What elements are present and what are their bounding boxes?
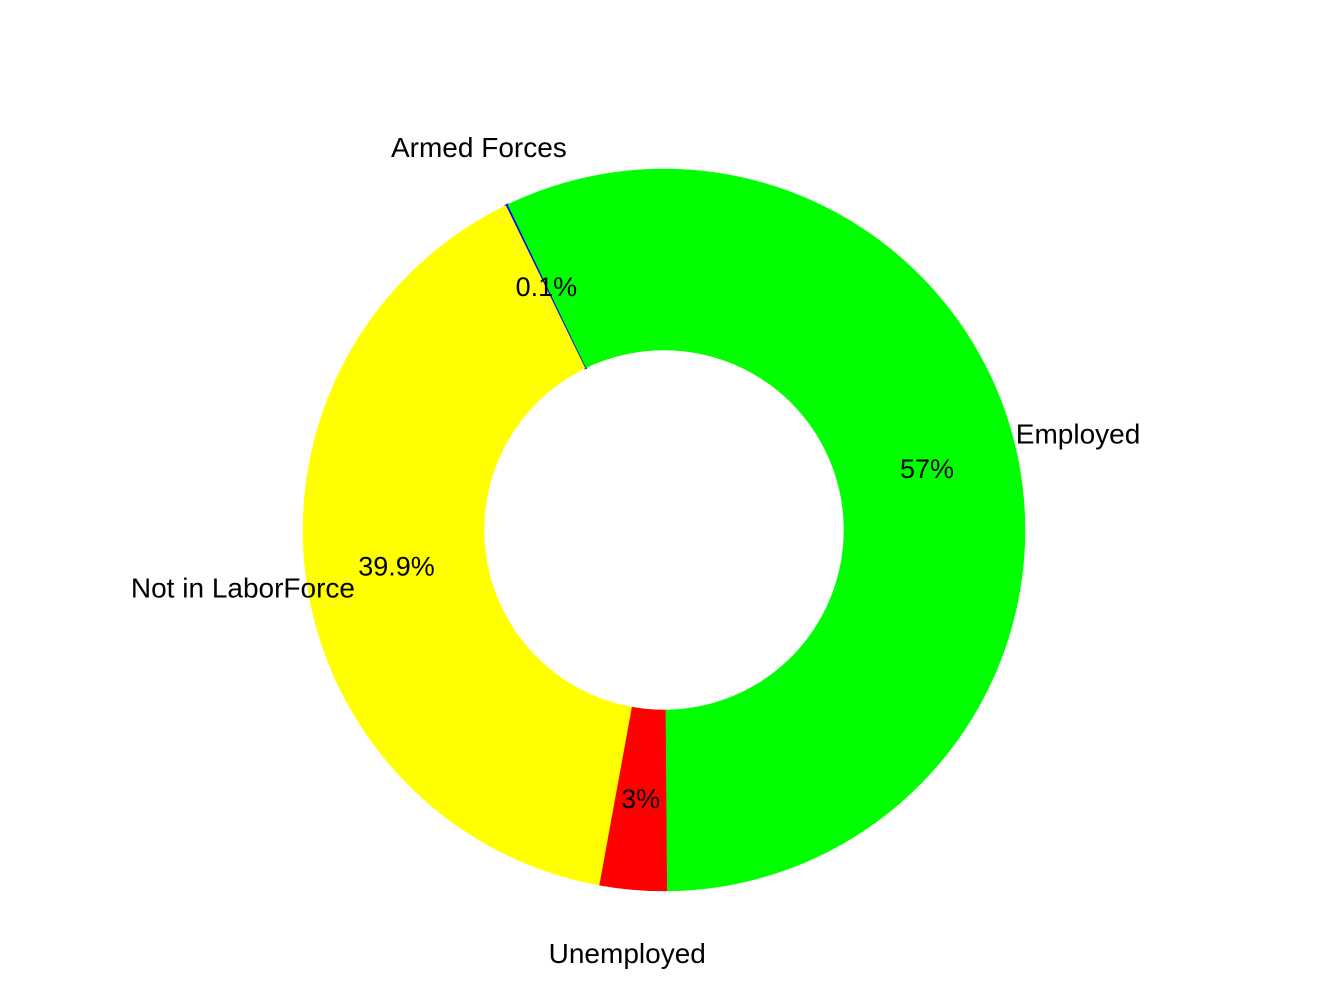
percent-label-not-in-laborforce: 39.9%	[358, 552, 435, 582]
percent-label-employed: 57%	[900, 454, 954, 484]
percent-label-unemployed: 3%	[621, 784, 660, 814]
category-label-employed: Employed	[1016, 419, 1141, 450]
category-label-not-in-laborforce: Not in LaborForce	[131, 572, 355, 603]
donut-slices	[302, 168, 1026, 892]
category-labels: Armed Forces Employed Unemployed Not in Lab…	[131, 132, 1140, 969]
percent-label-armed-forces: 0.1%	[516, 272, 578, 302]
percent-labels: 0.1% 57% 3% 39.9%	[358, 272, 954, 814]
slice-employed	[507, 168, 1026, 892]
category-label-armed-forces: Armed Forces	[391, 132, 567, 163]
category-label-unemployed: Unemployed	[549, 938, 706, 969]
